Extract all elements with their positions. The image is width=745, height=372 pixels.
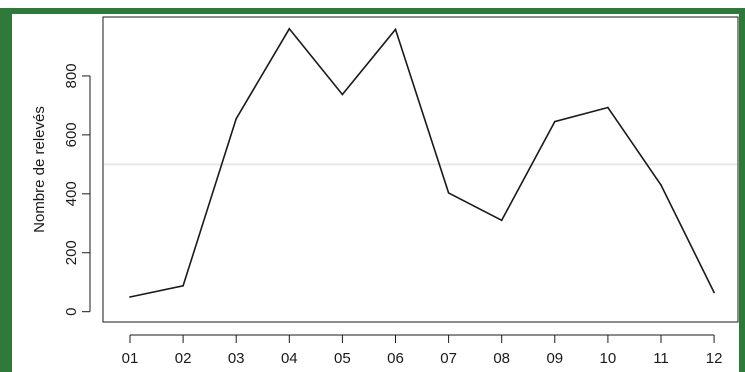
y-tick-label: 600 (63, 122, 80, 147)
data-point (129, 296, 131, 298)
x-tick-label: 07 (440, 350, 457, 367)
data-point (447, 192, 450, 194)
y-tick-label: 800 (63, 63, 80, 88)
x-tick-label: 11 (653, 350, 669, 367)
x-tick-label: 06 (387, 350, 404, 367)
x-tick-label: 04 (281, 350, 298, 367)
x-axis: 01 02 03 04 05 06 07 08 09 10 11 12 (122, 334, 723, 367)
x-tick-label: 05 (334, 350, 351, 367)
data-point (660, 184, 662, 186)
y-tick-label: 400 (63, 181, 80, 206)
series-group (129, 27, 715, 298)
y-axis: 0 200 400 600 800 (63, 63, 91, 316)
x-tick-label: 02 (175, 350, 192, 367)
frame-border-left (0, 8, 12, 372)
x-tick-label: 12 (706, 350, 723, 367)
frame-border-top (0, 8, 745, 14)
x-tick-label: 10 (600, 350, 617, 367)
data-point (554, 120, 556, 123)
x-tick-label: 08 (493, 350, 510, 367)
x-tick-label: 09 (546, 350, 563, 367)
data-point (500, 219, 503, 222)
data-point (394, 28, 397, 31)
data-point (341, 93, 344, 96)
data-point (182, 284, 184, 287)
data-point (288, 27, 291, 30)
data-point (713, 291, 715, 294)
data-point (607, 106, 609, 109)
series-line (129, 27, 715, 298)
data-point (235, 117, 237, 120)
frame-border-right (739, 8, 745, 372)
x-tick-label: 03 (228, 350, 245, 367)
y-axis-title: Nombre de relevés (31, 106, 48, 233)
plot-area-box (102, 16, 739, 323)
y-tick-label: 0 (63, 308, 80, 316)
x-tick-label: 01 (122, 350, 139, 367)
y-tick-label: 200 (63, 240, 80, 265)
